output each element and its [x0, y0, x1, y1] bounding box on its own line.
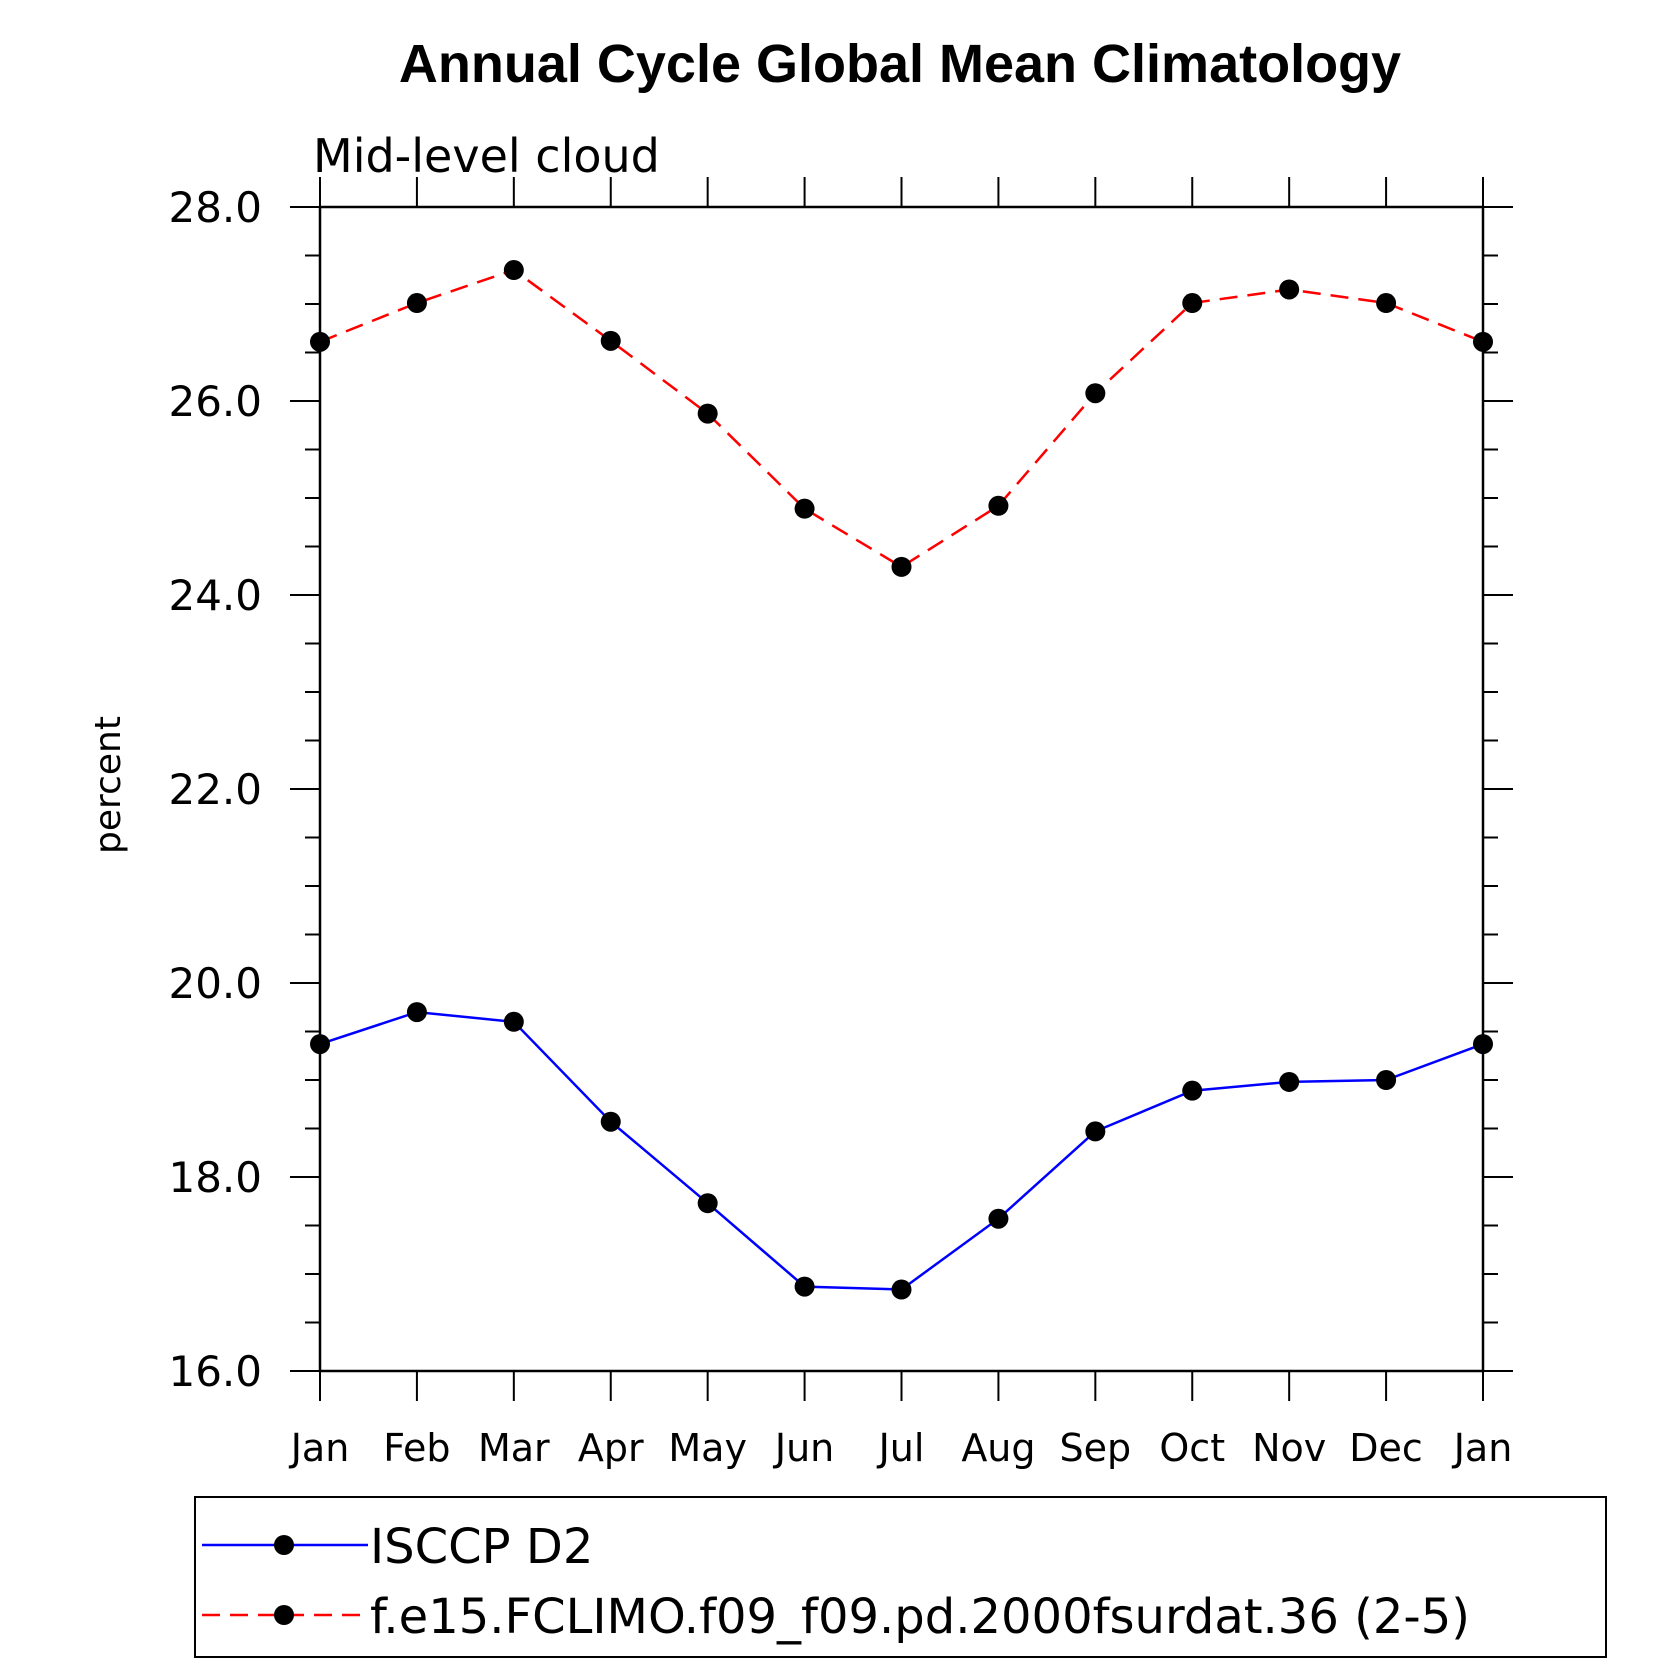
x-tick-label: Oct	[1159, 1426, 1225, 1470]
series-line	[319, 1010, 1484, 1291]
data-point	[406, 293, 427, 314]
x-tick-label: Jun	[773, 1426, 834, 1470]
legend-marker	[274, 1605, 294, 1625]
y-tick-label: 24.0	[168, 571, 262, 620]
x-tick-label: Jan	[289, 1426, 350, 1470]
y-tick-label: 18.0	[168, 1153, 262, 1202]
x-tick-labels: Jan Feb Mar Apr May Jun Jul Aug Sep Oct Nov Dec Jan	[289, 1426, 1513, 1470]
data-point	[1473, 331, 1493, 352]
x-tick-label: Mar	[478, 1426, 550, 1470]
data-point	[794, 1276, 815, 1297]
x-tick-label: Jan	[1452, 1426, 1513, 1470]
x-tick-label: Nov	[1252, 1426, 1326, 1470]
data-point	[1182, 1080, 1203, 1101]
data-point	[1182, 293, 1203, 314]
x-tick-label: Dec	[1349, 1426, 1423, 1470]
data-point	[988, 495, 1009, 516]
data-point	[600, 1111, 621, 1132]
data-point	[503, 260, 524, 281]
data-point	[600, 330, 621, 351]
data-point	[310, 1034, 330, 1055]
x-tick-label: Jul	[877, 1426, 925, 1470]
y-tick-labels: 16.0 18.0 20.0 22.0 24.0 26.0 28.0	[168, 183, 262, 1396]
series-1	[310, 1002, 1493, 1300]
y-tick-label: 16.0	[168, 1347, 262, 1396]
data-point	[891, 556, 912, 577]
series-line	[319, 268, 1484, 569]
data-point	[310, 331, 330, 352]
axis-ticks	[290, 177, 1513, 1401]
chart-subtitle: Mid-level cloud	[313, 129, 660, 183]
data-point	[406, 1002, 427, 1023]
plot-border	[318, 205, 1485, 1373]
data-point	[1376, 293, 1397, 314]
x-tick-label: Aug	[961, 1426, 1035, 1470]
x-tick-label: May	[668, 1426, 747, 1470]
x-tick-label: Sep	[1060, 1426, 1132, 1470]
data-point	[503, 1011, 524, 1032]
data-point	[1279, 279, 1300, 300]
data-point	[794, 498, 815, 519]
y-tick-label: 22.0	[168, 765, 262, 814]
data-point	[697, 1193, 718, 1214]
plot-frame	[318, 205, 1485, 1373]
x-tick-label: Apr	[578, 1426, 644, 1470]
data-point	[1376, 1070, 1397, 1090]
data-point	[697, 403, 718, 424]
y-axis-label: percent	[88, 716, 129, 854]
chart-title: Annual Cycle Global Mean Climatology	[399, 34, 1401, 94]
data-point	[891, 1279, 912, 1300]
legend-box	[194, 1496, 1607, 1658]
y-tick-label: 26.0	[168, 377, 262, 426]
legend-label: f.e15.FCLIMO.f09_f09.pd.2000fsurdat.36 (…	[370, 1589, 1470, 1645]
x-tick-label: Feb	[383, 1426, 450, 1470]
data-point	[1085, 1121, 1106, 1142]
y-tick-label: 28.0	[168, 183, 262, 232]
data-point	[1473, 1034, 1493, 1055]
legend-marker	[274, 1535, 294, 1555]
data-point	[1085, 383, 1106, 404]
legend-label: ISCCP D2	[370, 1519, 593, 1575]
series-layer	[310, 260, 1493, 1300]
legend: ISCCP D2 f.e15.FCLIMO.f09_f09.pd.2000fsur…	[194, 1496, 1607, 1658]
data-point	[988, 1208, 1009, 1229]
data-point	[1279, 1071, 1300, 1092]
series-2	[310, 260, 1493, 577]
y-tick-label: 20.0	[168, 959, 262, 1008]
